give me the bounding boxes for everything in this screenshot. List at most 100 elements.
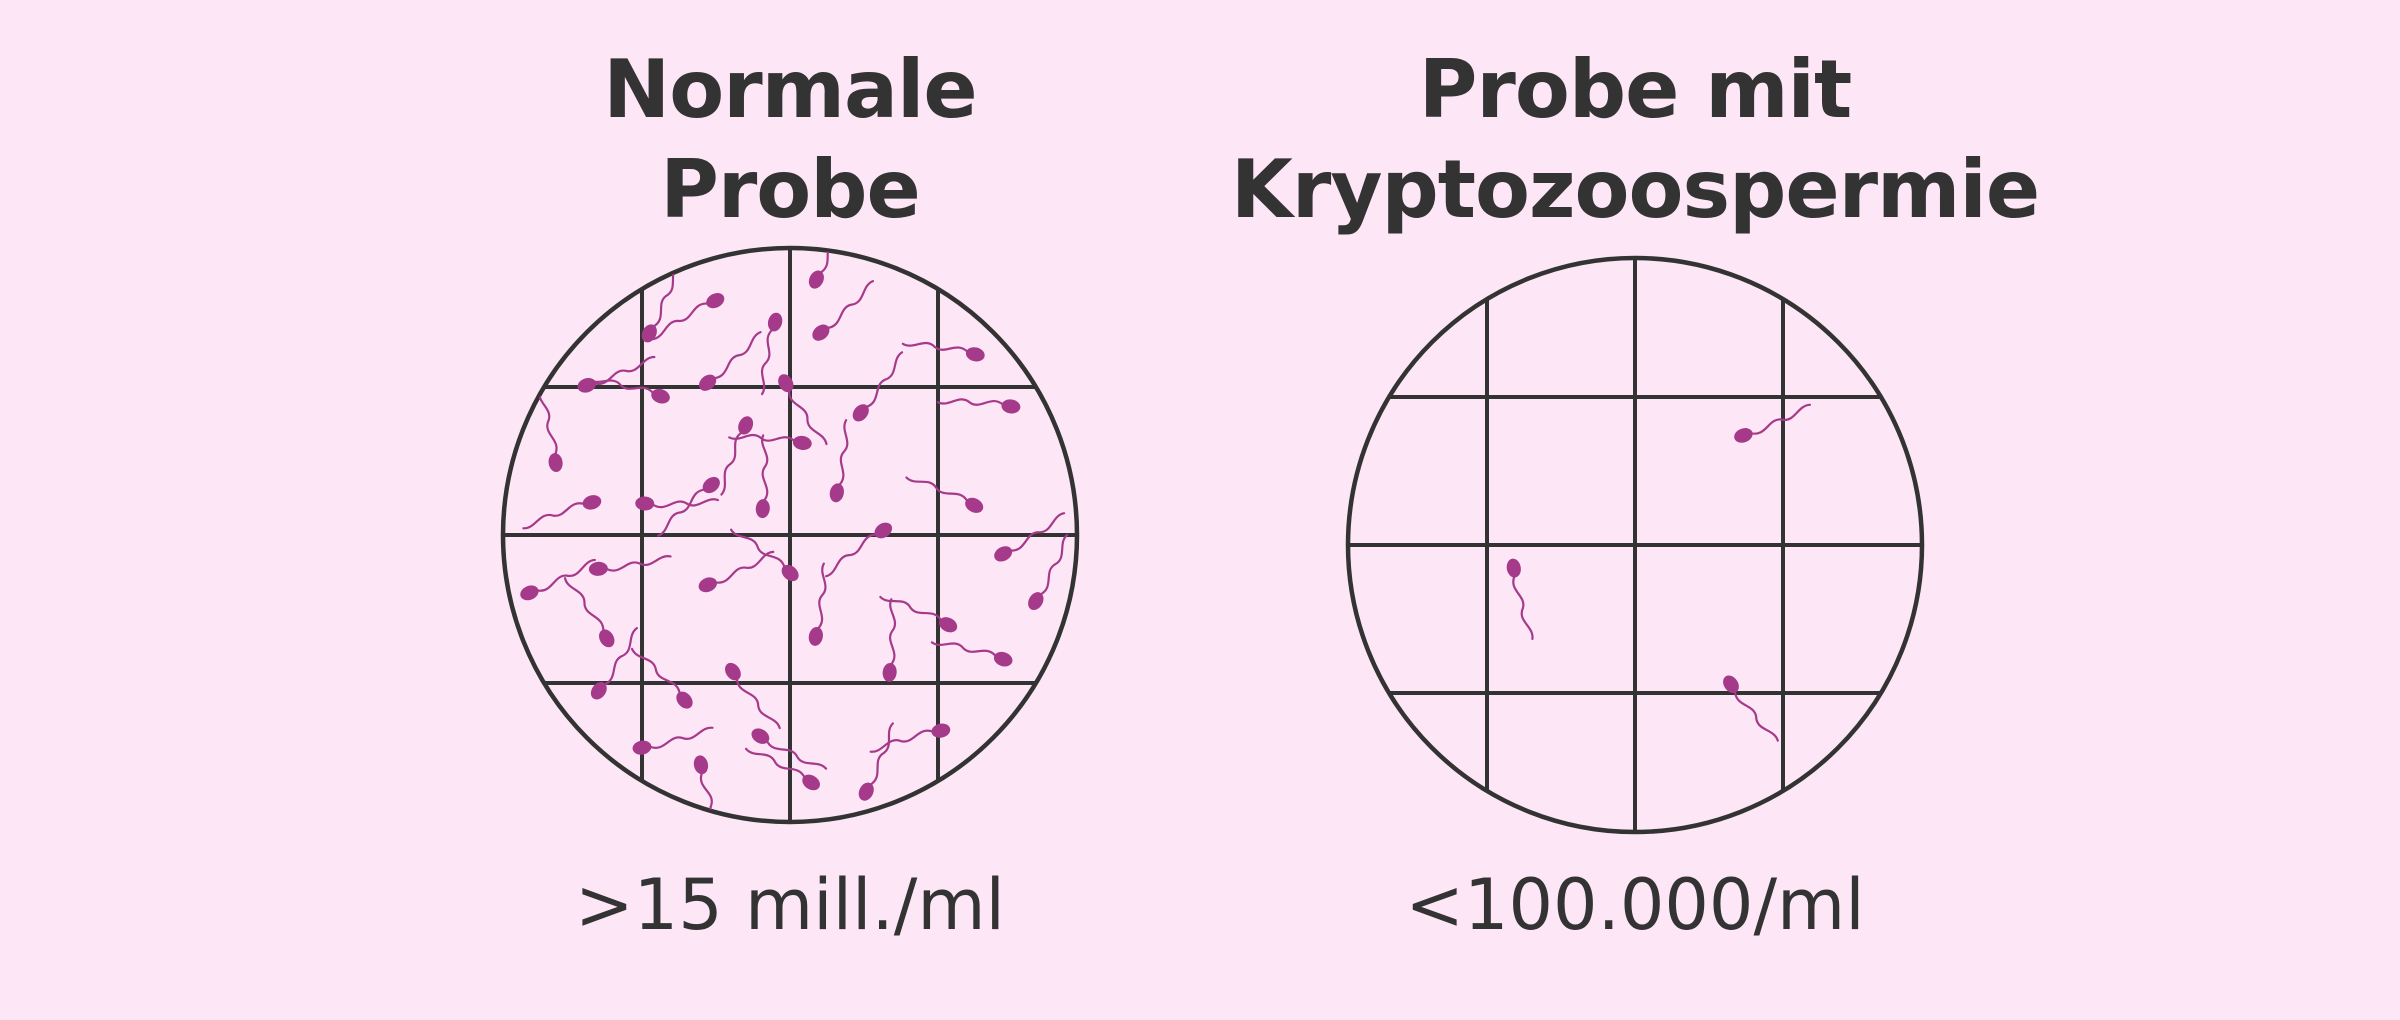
normal-sperm-tail (728, 433, 797, 443)
normal-sperm-head (635, 496, 655, 511)
crypto-sperm-head (1723, 675, 1739, 694)
normal-sperm-tail (713, 550, 775, 584)
normal-sperm-head (965, 497, 984, 513)
normal-sperm-head (632, 740, 652, 755)
crypto-sperm-cell (1723, 675, 1779, 742)
normal-sperm-tail (592, 355, 656, 386)
normal-sperm-head (599, 629, 615, 648)
normal-sperm-head (882, 662, 897, 682)
normal-sperm-head (699, 374, 717, 391)
normal-sperm-cell (651, 293, 725, 341)
normal-sperm-tail (744, 747, 807, 780)
normal-sperm-head (651, 388, 670, 404)
crypto-sperm-head (1506, 558, 1521, 578)
normal-sperm-cell (744, 747, 820, 791)
normal-sperm-cell (563, 577, 615, 648)
normal-sperm-cell (699, 331, 762, 391)
normal-sample-counting-grid (340, 240, 1240, 830)
normal-sperm-cell (869, 723, 951, 753)
normal-sperm-tail (534, 558, 596, 592)
normal-sperm-head (874, 522, 893, 539)
normal-sperm-cell (630, 647, 693, 709)
normal-sperm-tail (1038, 533, 1069, 597)
normal-sperm-head (698, 577, 717, 593)
normal-sperm-cell (825, 522, 893, 578)
normal-sample-title-line1: Normale (603, 43, 977, 136)
normal-sperm-tail (601, 627, 638, 687)
normal-sperm-head (792, 435, 812, 450)
normal-sperm-tail (930, 641, 998, 659)
normal-sperm-cell (590, 627, 638, 700)
normal-sperm-head (751, 728, 770, 744)
normal-sperm-head (767, 312, 783, 332)
normal-sample-panel: Normale Probe >15 mill./ml (340, 0, 1240, 1020)
normal-sperm-cell (930, 641, 1013, 667)
normal-sperm-cell (635, 496, 720, 511)
normal-sperm-head (812, 324, 830, 341)
normal-sperm-tail (735, 676, 781, 730)
normal-sperm-tail (729, 528, 786, 570)
normal-sperm-head (994, 546, 1013, 562)
normal-sperm-head (725, 662, 741, 681)
normal-grid-lines (504, 249, 1076, 821)
normal-sperm-tail (720, 430, 744, 496)
crypto-sample-grid-svg (1345, 255, 1925, 835)
normal-sperm-tail (818, 249, 845, 275)
normal-sperm-tail (588, 378, 655, 396)
normal-sperm-tail (651, 302, 711, 341)
normal-sperm-head (693, 755, 709, 775)
normal-sperm-tail (563, 577, 605, 634)
normal-sperm-cell (812, 280, 875, 341)
normal-sperm-cell (755, 434, 770, 519)
normal-sperm-tail (864, 351, 904, 409)
normal-sperm-tail (761, 434, 769, 503)
normal-sperm-tail (630, 647, 681, 696)
normal-sperm-head (852, 404, 869, 422)
normal-sperm-cell (760, 312, 783, 396)
normal-sperm-cell (994, 512, 1066, 562)
normal-sperm-head (641, 324, 657, 343)
normal-sperm-cell (725, 662, 781, 730)
normal-sperm-cell (879, 595, 958, 633)
normal-sperm-head (577, 378, 597, 393)
normal-sperm-tail (522, 502, 587, 530)
normal-sperm-cell (698, 550, 775, 593)
normal-sperm-cell (1028, 533, 1069, 611)
normal-sperm-tail (604, 555, 672, 572)
crypto-grid-circle (1345, 255, 1925, 835)
normal-sperm-cell (808, 562, 827, 646)
normal-sperm-cell (751, 728, 828, 770)
normal-sperm-head (781, 564, 799, 582)
crypto-sample-panel: Probe mit Kryptozoospermie <100.000/ml (1185, 0, 2085, 1020)
normal-sperm-tail (647, 726, 714, 749)
crypto-sperm-head (1734, 428, 1753, 443)
normal-sperm-cell (882, 598, 897, 682)
normal-sample-concentration: >15 mill./ml (575, 864, 1005, 946)
normal-sperm-tail (816, 562, 827, 631)
normal-sperm-head (676, 691, 693, 709)
normal-sperm-head (1028, 592, 1044, 611)
normal-sperm-cell (641, 264, 679, 343)
normal-sperm-head (1001, 399, 1021, 414)
normal-sperm-cell (588, 378, 670, 404)
normal-sperm-tail (538, 389, 558, 457)
normal-sperm-tail (788, 388, 828, 446)
crypto-sample-title-line2: Kryptozoospermie (1230, 143, 2040, 236)
normal-sperm-head (965, 347, 985, 362)
normal-sperm-tail (760, 327, 775, 396)
crypto-sperm-tail (1748, 403, 1812, 435)
normal-sperm-layer (520, 249, 1069, 821)
normal-sperm-tail (889, 598, 897, 667)
normal-sperm-head (993, 651, 1013, 667)
normal-sperm-head (582, 495, 602, 510)
normal-sperm-tail (651, 264, 679, 329)
normal-sperm-cell (632, 726, 714, 755)
normal-sperm-tail (825, 280, 875, 330)
normal-sperm-cell (778, 374, 828, 446)
crypto-sperm-cell (1734, 403, 1812, 443)
crypto-sample-counting-grid (1185, 250, 2085, 840)
normal-sperm-head (802, 774, 820, 791)
normal-sperm-head (778, 374, 794, 393)
normal-sperm-cell (729, 528, 799, 582)
normal-sperm-tail (869, 729, 936, 753)
